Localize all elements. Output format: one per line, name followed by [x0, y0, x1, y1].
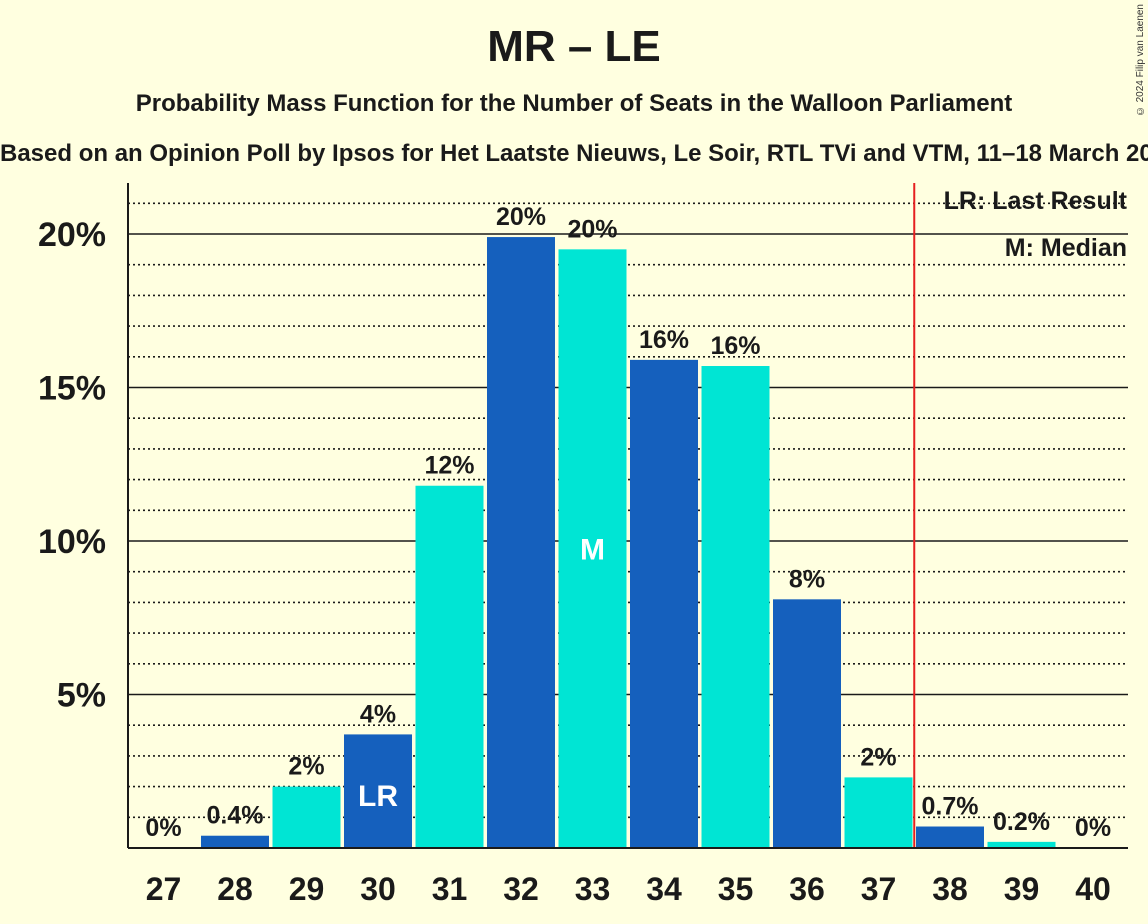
- x-tick-label: 34: [646, 871, 682, 907]
- x-tick-label: 35: [718, 871, 754, 907]
- bar: [844, 777, 913, 848]
- bar: [201, 835, 269, 848]
- data-label: 20%: [496, 203, 546, 231]
- data-label: 0.2%: [993, 808, 1050, 836]
- last-result-mark: LR: [358, 780, 398, 813]
- bar: [630, 359, 698, 848]
- bar: [701, 366, 770, 848]
- bar: [558, 249, 627, 849]
- x-tick-label: 31: [432, 871, 468, 907]
- data-label: 8%: [789, 565, 825, 593]
- bar: [916, 826, 984, 848]
- data-label: 2%: [288, 753, 324, 781]
- bars: [201, 237, 1056, 849]
- x-tick-label: 40: [1075, 871, 1111, 907]
- bar: [987, 841, 1056, 848]
- y-tick-label: 5%: [57, 677, 106, 715]
- bar: [272, 786, 341, 848]
- y-tick-label: 15%: [38, 370, 106, 408]
- x-tick-label: 32: [503, 871, 539, 907]
- x-tick-label: 36: [789, 871, 825, 907]
- data-label: 0.4%: [207, 802, 264, 830]
- bar: [344, 734, 412, 848]
- y-tick-label: 10%: [38, 523, 106, 561]
- x-tick-label: 33: [575, 871, 611, 907]
- x-tick-label: 28: [217, 871, 253, 907]
- data-label: 0.7%: [922, 793, 979, 821]
- x-tick-label: 27: [146, 871, 182, 907]
- legend-median: M: Median: [1005, 234, 1127, 262]
- x-tick-label: 30: [360, 871, 396, 907]
- x-tick-label: 39: [1004, 871, 1040, 907]
- data-labels: 0% 0.4% 2% 4% LR 12% 20% 20% M 16% 16% 8% 2% 0.7% 0.2%…: [145, 203, 1111, 842]
- x-tick-label: 37: [861, 871, 897, 907]
- data-label: 20%: [567, 215, 617, 243]
- x-tick-label: 29: [289, 871, 325, 907]
- legend: LR: Last Result M: Median: [944, 187, 1128, 262]
- data-label: 2%: [860, 743, 896, 771]
- bar: [773, 599, 841, 848]
- grid-lines: [128, 202, 1128, 819]
- y-tick-label: 20%: [38, 216, 106, 254]
- chart-subtitle: Probability Mass Function for the Number…: [135, 90, 1013, 117]
- chart-title: MR – LE: [487, 22, 661, 71]
- legend-last-result: LR: Last Result: [944, 187, 1128, 215]
- bar: [415, 485, 484, 848]
- data-label: 0%: [145, 814, 181, 842]
- median-mark: M: [580, 534, 605, 567]
- chart-source: Based on an Opinion Poll by Ipsos for He…: [0, 140, 1148, 167]
- x-tick-label: 38: [932, 871, 968, 907]
- data-label: 16%: [639, 326, 689, 354]
- data-label: 12%: [424, 452, 474, 480]
- axes: 5% 10% 15% 20% 27 28 29 30 31 32 33 34 35 36 37 38 39 40: [38, 183, 1128, 907]
- data-label: 16%: [710, 332, 760, 360]
- data-label: 4%: [360, 700, 396, 728]
- bar: [487, 237, 555, 848]
- data-label: 0%: [1075, 814, 1111, 842]
